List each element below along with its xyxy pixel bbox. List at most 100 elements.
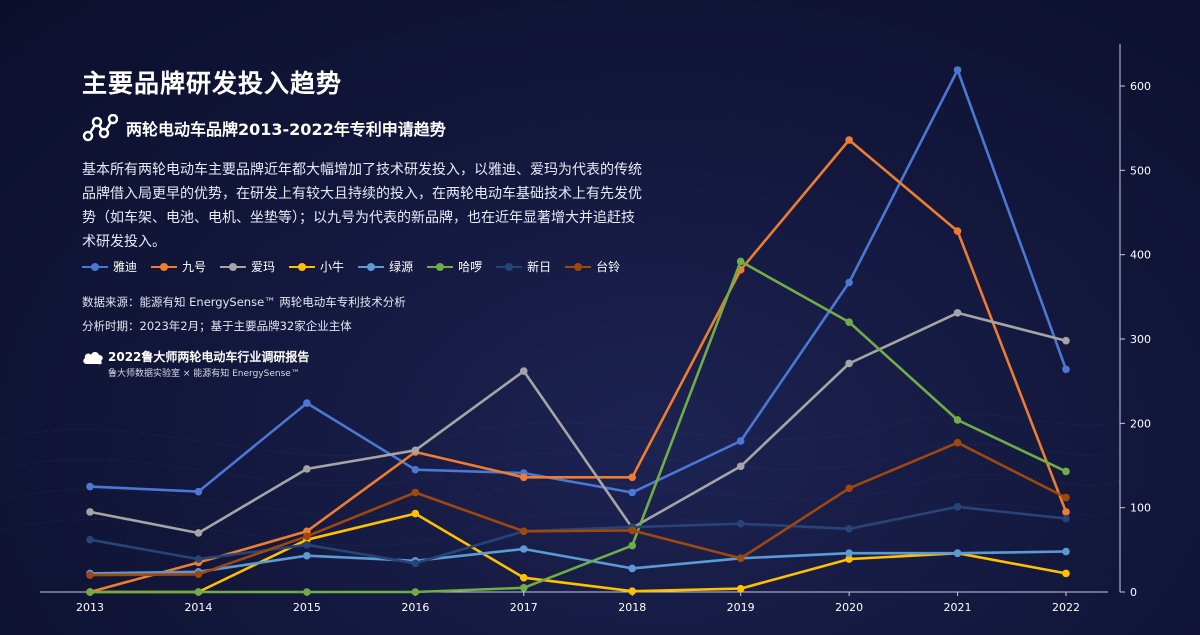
y-tick-label: 500 — [1130, 164, 1151, 177]
legend-swatch — [427, 262, 454, 272]
data-point — [194, 529, 203, 537]
report-subtitle: 鲁大师数据实验室 × 能源有知 EnergySense™ — [108, 369, 300, 379]
data-point — [411, 509, 420, 518]
series-哈啰 — [86, 257, 1070, 596]
legend-swatch — [151, 262, 178, 272]
data-point — [519, 367, 528, 375]
data-point — [845, 359, 853, 368]
data-point — [1062, 467, 1070, 476]
series-line — [89, 68, 1068, 494]
data-point — [303, 399, 311, 407]
data-point — [411, 588, 420, 596]
legend-label: 台铃 — [596, 260, 621, 274]
data-point — [86, 482, 94, 491]
data-point — [194, 555, 203, 563]
legend-item: 台铃 — [565, 258, 620, 275]
data-point — [411, 559, 420, 568]
data-point — [303, 588, 311, 596]
data-point — [628, 473, 637, 482]
data-point — [411, 465, 420, 474]
data-point — [194, 487, 203, 496]
data-point — [845, 318, 853, 326]
analysis-period: 分析时期：2023年2月；基于主要品牌32家企业主体 — [82, 319, 352, 333]
series-台铃 — [86, 438, 1070, 579]
data-point — [1062, 508, 1070, 516]
x-tick-label: 2020 — [835, 601, 863, 614]
data-point — [736, 554, 745, 563]
data-point — [303, 465, 311, 473]
legend-swatch — [220, 262, 247, 272]
data-point — [953, 503, 962, 511]
series-line — [90, 260, 1067, 594]
series-layer — [86, 66, 1070, 596]
legend-swatch — [565, 262, 592, 272]
data-point — [1062, 514, 1070, 523]
data-point — [194, 588, 203, 596]
legend-label: 小牛 — [320, 260, 345, 274]
data-point — [411, 446, 420, 455]
series-爱玛 — [86, 309, 1070, 537]
data-point — [86, 535, 94, 544]
data-point — [1062, 547, 1070, 556]
data-point — [519, 473, 528, 482]
x-tick-label: 2019 — [727, 601, 755, 614]
y-tick-label: 600 — [1130, 80, 1151, 93]
report-title: 2022鲁大师两轮电动车行业调研报告 — [108, 350, 310, 364]
cloud-logo-icon — [83, 352, 103, 365]
data-point — [845, 555, 853, 563]
data-point — [519, 545, 528, 553]
legend-swatch — [289, 262, 316, 272]
legend-label: 新日 — [527, 260, 552, 274]
series-line — [89, 441, 1067, 577]
y-tick-label: 200 — [1130, 417, 1151, 430]
data-point — [1062, 493, 1070, 502]
data-point — [736, 519, 745, 528]
data-point — [628, 564, 637, 573]
data-point — [86, 508, 94, 516]
subtitle-row: 两轮电动车品牌2013-2022年专利申请趋势 — [82, 114, 446, 142]
data-point — [845, 484, 853, 493]
x-tick-label: 2018 — [618, 601, 646, 614]
y-tick-label: 100 — [1130, 502, 1151, 515]
data-point — [1062, 365, 1070, 374]
data-point — [303, 532, 311, 541]
data-point — [194, 570, 203, 579]
series-绿源 — [86, 545, 1070, 578]
legend-item: 新日 — [496, 258, 551, 275]
data-point — [953, 438, 962, 447]
data-point — [845, 136, 853, 144]
data-point — [1062, 569, 1070, 578]
legend-label: 爱玛 — [251, 260, 276, 274]
x-tick-label: 2013 — [76, 601, 104, 614]
chart-axes: 0 100 200 300 400 500 600 2013 2014 2015 2016 2017 2… — [40, 44, 1151, 614]
series-line — [89, 138, 1068, 594]
x-tick-label: 2021 — [944, 601, 972, 614]
data-point — [736, 257, 745, 266]
x-tick-label: 2022 — [1052, 601, 1080, 614]
data-point — [845, 549, 853, 558]
legend-swatch — [82, 262, 108, 272]
series-line — [89, 505, 1067, 565]
data-point — [736, 462, 745, 471]
data-point — [1062, 336, 1070, 345]
legend-item: 哈啰 — [427, 258, 482, 275]
network-nodes-icon — [82, 114, 118, 142]
data-point — [628, 526, 637, 535]
legend-swatch — [496, 262, 523, 272]
series-line — [89, 311, 1067, 535]
data-point — [519, 573, 528, 582]
data-point — [303, 540, 311, 549]
y-tick-label: 400 — [1130, 249, 1151, 262]
legend-label: 哈啰 — [458, 260, 483, 274]
x-tick-label: 2015 — [293, 601, 321, 614]
legend-item: 雅迪 — [82, 258, 137, 275]
data-point — [953, 416, 962, 424]
data-point — [411, 488, 420, 497]
data-point — [953, 227, 962, 235]
background-wave — [0, 413, 1121, 547]
data-point — [953, 66, 962, 74]
x-tick-label: 2016 — [401, 601, 429, 614]
y-tick-label: 300 — [1130, 333, 1151, 346]
data-point — [519, 527, 528, 536]
